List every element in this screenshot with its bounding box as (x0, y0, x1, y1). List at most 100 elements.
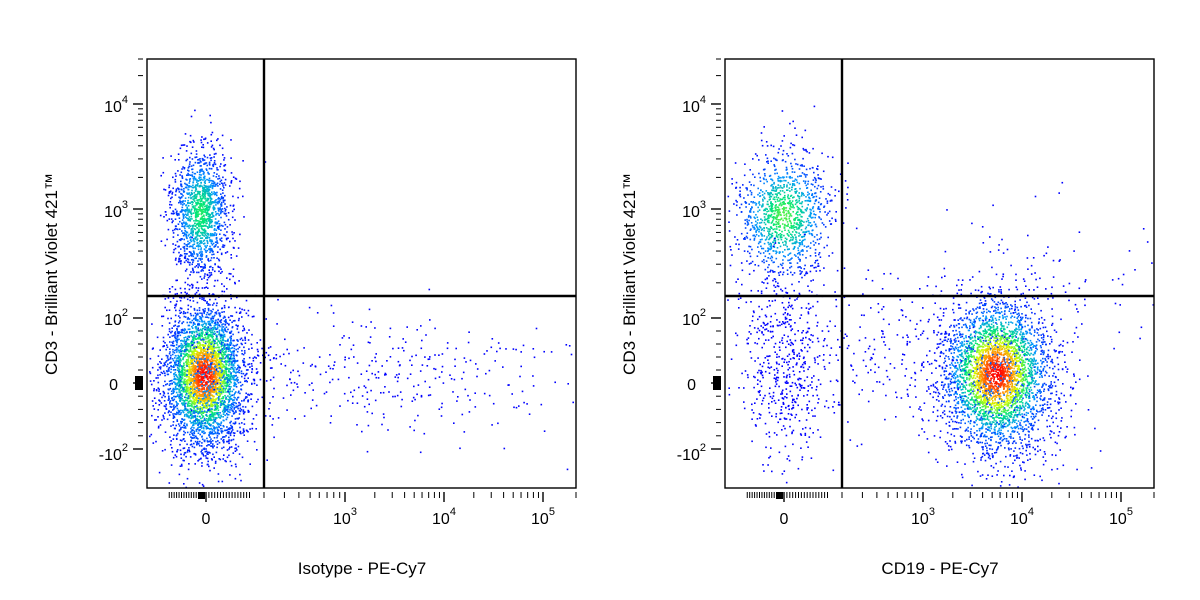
data-point (226, 412, 228, 415)
data-point (203, 379, 206, 382)
data-point (207, 356, 210, 359)
data-point (194, 356, 197, 358)
data-point (175, 189, 178, 192)
data-point (192, 284, 194, 287)
data-point (188, 386, 191, 389)
data-point (220, 415, 223, 418)
data-point (244, 352, 246, 354)
data-point (224, 381, 226, 383)
data-point (210, 159, 212, 162)
data-point (220, 319, 223, 321)
data-point (187, 338, 190, 341)
data-point (203, 297, 205, 299)
data-point (221, 328, 223, 330)
data-point (192, 196, 194, 198)
data-point (228, 363, 231, 365)
data-point (195, 360, 198, 362)
data-point (202, 485, 205, 487)
data-point (218, 377, 221, 379)
data-point (200, 417, 202, 420)
data-point (205, 237, 207, 239)
data-point (200, 174, 202, 176)
data-point (188, 328, 191, 330)
data-point (183, 447, 186, 449)
data-point (195, 401, 197, 404)
data-point (230, 420, 232, 423)
data-point (183, 369, 186, 372)
data-point (240, 385, 242, 387)
data-point (207, 233, 209, 235)
data-point (177, 170, 179, 172)
data-point (206, 192, 209, 195)
data-point (202, 308, 204, 311)
data-point (215, 183, 218, 186)
data-point (217, 440, 219, 442)
data-point (214, 355, 216, 358)
data-point (202, 399, 204, 401)
data-point (218, 373, 221, 376)
data-point (179, 400, 182, 402)
data-point (149, 372, 152, 375)
data-point (251, 405, 254, 408)
data-point (206, 363, 209, 366)
data-point (168, 384, 171, 386)
data-point (213, 398, 216, 401)
data-point (174, 364, 177, 367)
data-point (207, 227, 209, 229)
data-point (221, 374, 223, 376)
data-point (199, 408, 201, 410)
data-point (220, 352, 223, 354)
data-point (235, 447, 237, 449)
data-point (227, 381, 230, 384)
data-point (223, 159, 225, 161)
data-point (203, 381, 205, 383)
data-point (191, 186, 194, 189)
data-point (187, 202, 189, 205)
data-point (192, 337, 195, 340)
data-point (192, 269, 194, 272)
data-point (239, 338, 242, 341)
data-point (233, 432, 236, 434)
data-point (193, 309, 196, 311)
data-point (226, 330, 228, 333)
data-point (184, 225, 186, 227)
data-point (199, 208, 201, 211)
data-point (194, 161, 197, 164)
data-point (209, 330, 211, 332)
data-point (200, 329, 202, 332)
data-point (217, 379, 219, 381)
data-point (188, 449, 190, 451)
data-point (208, 206, 210, 208)
data-point (171, 327, 173, 329)
data-point (211, 390, 213, 393)
data-point (187, 219, 189, 221)
data-point (190, 365, 193, 368)
data-point (183, 342, 186, 344)
data-point (206, 440, 209, 442)
data-point (210, 274, 213, 276)
data-point (232, 375, 234, 377)
data-point (217, 356, 219, 358)
data-point (250, 393, 252, 395)
data-point (244, 337, 246, 340)
data-point (192, 207, 195, 209)
data-point (213, 403, 216, 406)
data-point (190, 392, 193, 395)
data-point (220, 253, 223, 256)
data-point (186, 384, 189, 386)
data-point (209, 245, 211, 248)
data-point (211, 440, 214, 442)
data-point (197, 324, 199, 327)
data-point (180, 171, 183, 174)
data-point (208, 225, 211, 227)
data-point (229, 368, 232, 370)
data-point (222, 183, 224, 185)
data-point (203, 397, 205, 400)
data-point (216, 422, 218, 424)
data-point (204, 186, 207, 188)
data-point (183, 344, 186, 347)
data-point (163, 345, 165, 347)
data-point (219, 165, 221, 168)
data-point (243, 363, 245, 366)
data-point (179, 386, 182, 389)
